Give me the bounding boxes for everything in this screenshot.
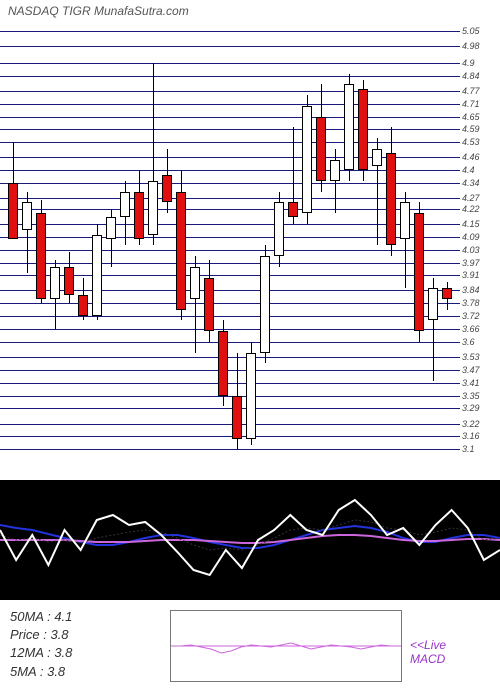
- indicator-panel: [0, 480, 500, 600]
- chart-container: NASDAQ TIGR MunafaSutra.com 5.054.984.94…: [0, 0, 500, 700]
- y-axis-labels: 5.054.984.94.844.774.714.654.594.534.464…: [460, 20, 500, 460]
- macd-label: <<LiveMACD: [410, 638, 446, 666]
- stat-50ma: 50MA : 4.1: [10, 608, 72, 626]
- stats-panel: 50MA : 4.1 Price : 3.8 12MA : 3.8 5MA : …: [10, 608, 72, 681]
- macd-inset: [170, 610, 402, 682]
- candlestick-chart: [0, 20, 460, 460]
- stat-12ma: 12MA : 3.8: [10, 644, 72, 662]
- stat-price: Price : 3.8: [10, 626, 72, 644]
- chart-title: NASDAQ TIGR MunafaSutra.com: [8, 4, 189, 18]
- stat-5ma: 5MA : 3.8: [10, 663, 72, 681]
